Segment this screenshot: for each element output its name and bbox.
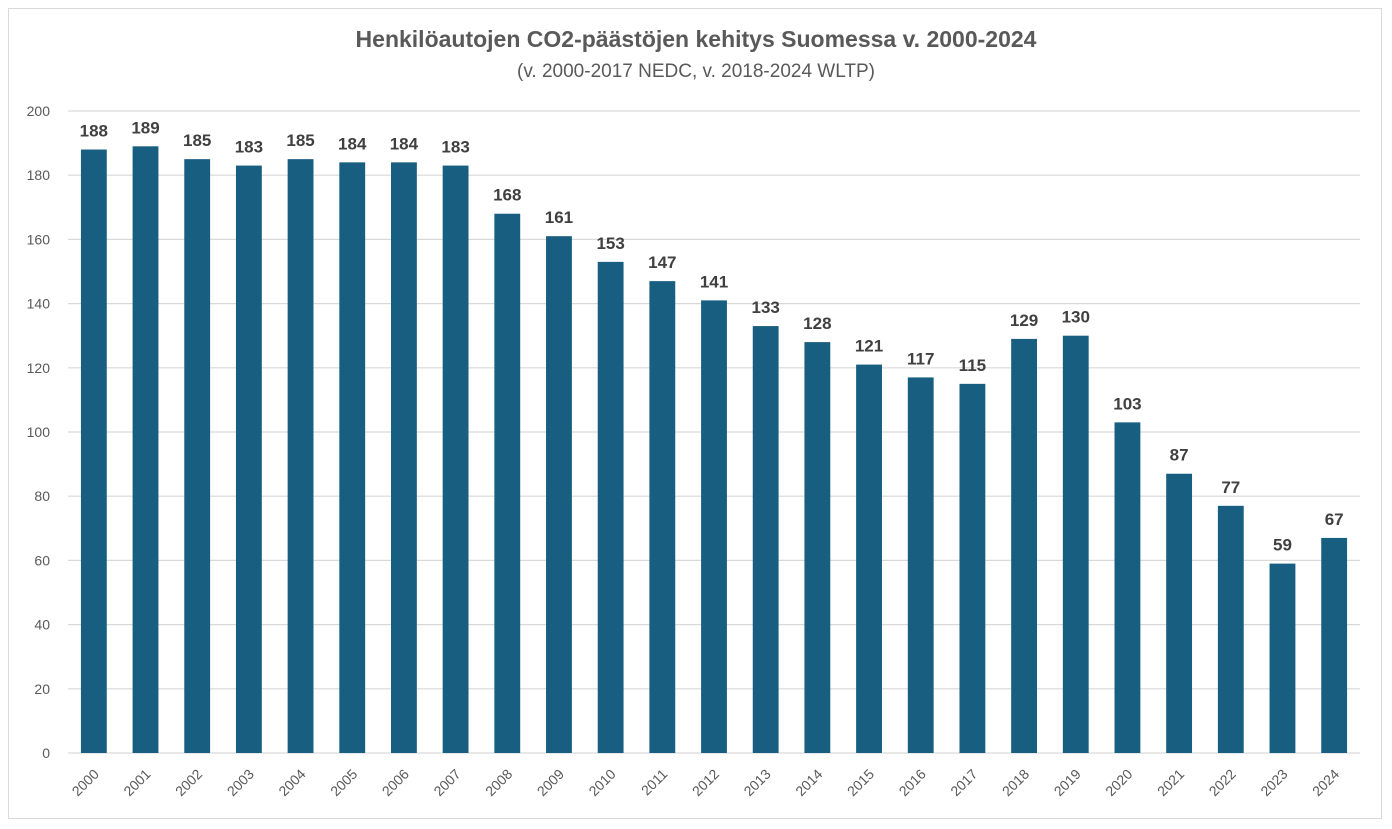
x-tick-label: 2020: [1102, 766, 1135, 799]
bar: [804, 342, 831, 753]
bar: [494, 213, 521, 754]
data-label: 168: [493, 186, 521, 205]
y-tick-label: 140: [27, 296, 51, 312]
data-label: 117: [907, 349, 934, 368]
x-tick-label: 2015: [844, 766, 877, 799]
x-tick-label: 2004: [275, 766, 308, 799]
x-tick-label: 2003: [224, 766, 257, 799]
data-label: 188: [80, 122, 108, 141]
y-tick-label: 200: [27, 103, 51, 119]
bar: [1114, 422, 1141, 753]
data-label: 189: [131, 118, 159, 137]
x-tick-label: 2016: [895, 766, 928, 799]
x-tick-label: 2017: [947, 766, 980, 799]
data-label: 121: [855, 337, 883, 356]
data-label: 59: [1273, 536, 1292, 555]
data-label: 147: [648, 253, 676, 272]
x-tick-label: 2010: [585, 766, 618, 799]
bar: [752, 326, 779, 753]
data-label: 185: [286, 131, 314, 150]
y-tick-label: 160: [27, 231, 51, 247]
y-tick-label: 60: [34, 552, 50, 568]
bar: [132, 146, 159, 753]
x-tick-label: 2008: [482, 766, 515, 799]
bar: [287, 159, 314, 753]
bar: [1062, 335, 1089, 753]
y-tick-label: 100: [27, 424, 51, 440]
y-tick-label: 180: [27, 167, 51, 183]
data-label: 161: [545, 208, 573, 227]
x-tick-label: 2024: [1309, 766, 1342, 799]
x-tick-label: 2005: [327, 766, 360, 799]
chart-subtitle: (v. 2000-2017 NEDC, v. 2018-2024 WLTP): [517, 61, 875, 82]
bar: [856, 364, 882, 753]
data-label: 153: [596, 234, 624, 253]
bar: [1217, 505, 1244, 753]
bar: [184, 159, 211, 753]
x-tick-label: 2019: [1051, 766, 1084, 799]
bar: [701, 300, 727, 753]
x-tick-label: 2013: [740, 766, 773, 799]
bar: [907, 377, 934, 753]
data-label: 133: [751, 298, 779, 317]
data-label: 183: [441, 138, 469, 157]
y-tick-label: 0: [42, 745, 50, 761]
data-label: 184: [338, 134, 367, 153]
data-label: 103: [1113, 394, 1141, 413]
x-tick-label: 2012: [689, 766, 722, 799]
x-tick-label: 2007: [430, 766, 463, 799]
x-tick-label: 2014: [792, 766, 825, 799]
bar: [391, 162, 417, 754]
chart-title: Henkilöautojen CO2-päästöjen kehitys Suo…: [355, 26, 1037, 52]
x-tick-label: 2023: [1257, 766, 1290, 799]
bar: [339, 162, 366, 754]
data-label: 77: [1221, 478, 1240, 497]
x-tick-label: 2001: [120, 766, 153, 799]
x-tick-label: 2018: [999, 766, 1032, 799]
bar: [597, 261, 624, 753]
bar: [442, 165, 469, 753]
x-tick-label: 2022: [1206, 766, 1239, 799]
y-axis: 0 20 40 60 80 100 120 140 160 180 200: [27, 103, 51, 761]
bar: [1321, 537, 1348, 753]
x-tick-label: 2011: [638, 766, 671, 799]
bar: [1269, 563, 1296, 753]
data-label: 128: [803, 314, 831, 333]
data-label: 115: [959, 356, 986, 375]
x-axis: 2000 2001 2002 2003 2004 2005 2006 2007 2008 2009…: [69, 766, 1343, 799]
bar: [1011, 338, 1037, 753]
x-tick-label: 2009: [534, 766, 567, 799]
data-label: 67: [1325, 510, 1344, 529]
y-tick-label: 20: [34, 681, 50, 697]
bar: [80, 149, 107, 753]
data-labels: 188 189 185 183 185 184 184 183 168 161 153 147 141 1…: [80, 118, 1344, 554]
data-label: 87: [1170, 446, 1189, 465]
data-label: 141: [700, 272, 728, 291]
data-label: 130: [1062, 308, 1090, 327]
bar: [959, 383, 986, 753]
bar: [1166, 473, 1193, 753]
x-tick-label: 2006: [379, 766, 412, 799]
x-tick-label: 2002: [172, 766, 205, 799]
x-tick-label: 2021: [1154, 766, 1187, 799]
data-label: 129: [1010, 311, 1038, 330]
bars: [80, 146, 1348, 754]
bar: [235, 165, 262, 753]
bar: [546, 236, 572, 753]
y-tick-label: 120: [27, 360, 51, 376]
data-label: 183: [235, 138, 263, 157]
data-label: 184: [390, 134, 419, 153]
bar: [649, 281, 676, 753]
y-tick-label: 80: [34, 488, 50, 504]
x-tick-label: 2000: [69, 766, 102, 799]
y-tick-label: 40: [34, 617, 50, 633]
data-label: 185: [183, 131, 211, 150]
